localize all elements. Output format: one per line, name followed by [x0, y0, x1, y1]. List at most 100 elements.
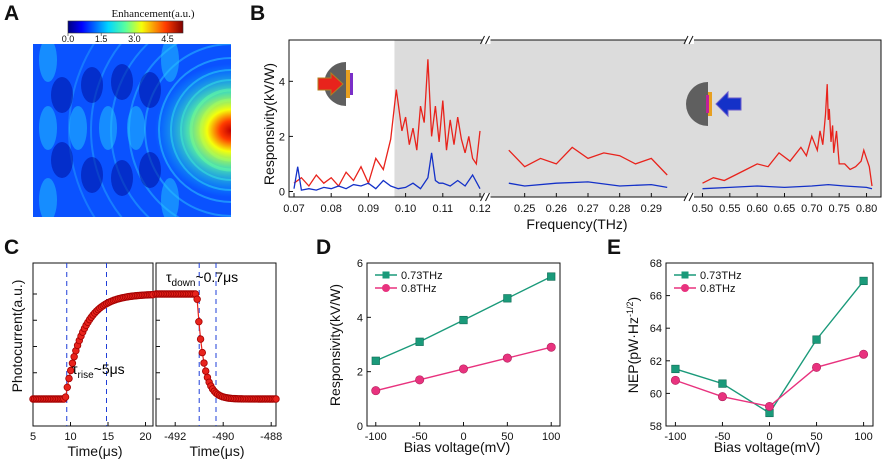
b-xtick-label-0-1: 0.08 [320, 203, 341, 215]
b-xtick-label-1-4: 0.29 [641, 203, 662, 215]
b-xtick-label-2-3: 0.65 [774, 203, 795, 215]
d-legend-marker-1 [382, 284, 390, 292]
e-ytick-label-3: 64 [650, 323, 662, 335]
b-shade-rect [394, 40, 881, 197]
b-break-bottom-0-1 [485, 192, 490, 202]
b-xtick-label-2-6: 0.80 [856, 203, 877, 215]
d-point-0-0 [371, 356, 380, 365]
detector-icon-back [686, 82, 742, 126]
panel-letter-a: A [4, 2, 19, 25]
e-x-axis-label: Bias voltage(mV) [714, 439, 821, 455]
b-xtick-label-2-1: 0.55 [719, 203, 740, 215]
d-point-0-3 [503, 294, 512, 303]
b-series-blue-seg-0 [293, 152, 481, 191]
e-legend-label-1: 0.8THz [700, 283, 735, 295]
e-point-1-1 [717, 392, 727, 402]
b-series-red-seg-2 [702, 84, 873, 187]
d-point-0-2 [459, 315, 468, 325]
colorbar-tick-label-1: 1.5 [95, 34, 108, 44]
b-xtick-label-0-5: 0.12 [469, 203, 490, 215]
e-ytick-label-4: 66 [650, 291, 662, 303]
c-point-fall-24 [193, 295, 201, 303]
d-ytick-label-2: 4 [357, 312, 363, 324]
d-point-1-1 [415, 375, 425, 385]
c-xtick-label-rise-0: 5 [30, 431, 36, 443]
e-line-1 [675, 353, 864, 408]
c-xtick-label-rise-2: 15 [102, 431, 114, 443]
b-axes: 0 2 4 0.07 0.08 0.09 0.10 0.11 0.12 0.25 0.26 0.27 0… [279, 35, 882, 215]
b-series-blue-seg-1 [508, 181, 668, 189]
detector-icon-front [317, 62, 353, 106]
b-ytick-label-0: 0 [279, 186, 285, 198]
e-line-0 [675, 280, 865, 414]
panel-d-chart: Responsivity(kV/W) Bias voltage(mV) -100… [327, 258, 561, 455]
d-ytick-label-1: 2 [357, 367, 363, 379]
panel-e-chart: NEP(pW·Hz-1/2) Bias voltage(mV) -100 -50 0… [625, 258, 874, 455]
b-xtick-label-0-0: 0.07 [283, 203, 304, 215]
d-legend-label-0: 0.73THz [401, 270, 443, 282]
c-subplots: 5 10 15 20 -492 -490 -488 [29, 262, 282, 443]
e-y-axis-label: NEP(pW·Hz-1/2) [625, 297, 641, 393]
b-break-mask-top-1 [686, 36, 694, 44]
c-fall-annotation: τdown~0.7μs [166, 269, 238, 289]
colorbar-title: Enhancement(a.u.) [111, 8, 194, 20]
b-ytick-label-2: 4 [279, 76, 285, 88]
d-ytick-label-3: 6 [357, 258, 363, 270]
b-xtick-label-0-4: 0.11 [433, 203, 454, 215]
d-point-1-3 [502, 353, 512, 363]
panel-letter-e: E [607, 236, 621, 259]
b-xtick-label-1-0: 0.25 [514, 203, 535, 215]
b-break-top-0-1 [485, 35, 490, 45]
c-point-fall-25 [195, 317, 203, 326]
c-xtick-label-rise-1: 10 [64, 431, 76, 443]
d-x-axis-label: Bias voltage(mV) [404, 439, 511, 455]
e-point-0-4 [859, 276, 868, 286]
b-break-mask-bottom-0 [482, 193, 491, 201]
b-break-bottom-0-0 [480, 192, 485, 202]
b-series-blue-seg-2 [702, 183, 873, 190]
e-point-1-3 [812, 362, 822, 372]
heatmap-hotspot [33, 44, 231, 217]
e-xtick-label-2: 0 [766, 431, 772, 443]
d-ytick-label-0: 0 [357, 421, 363, 433]
e-xtick-label-4: 100 [854, 431, 872, 443]
b-axes-frame [288, 39, 882, 198]
e-xtick-label-1: -50 [715, 431, 731, 443]
b-shaded-region [394, 40, 881, 197]
b-break-top-0-0 [480, 35, 485, 45]
b-y-axis-label: Responsivity(kV/W) [261, 63, 277, 185]
c-y-axis-label: Photocurrent(a.u.) [9, 280, 25, 393]
c-point-fall-27 [198, 348, 206, 357]
d-xtick-label-2: 0 [460, 431, 466, 443]
e-point-0-0 [671, 364, 680, 374]
colorbar-tick-label-2: 3.0 [128, 34, 141, 44]
panel-a-heatmap: Enhancement(a.u.) 0.0 1.5 3.0 4.5 [33, 8, 231, 217]
c-point-rise-19 [61, 393, 70, 401]
e-frame [665, 262, 874, 427]
b-break-top-1-0 [683, 35, 689, 45]
c-fall-x-axis-label: Time(μs) [190, 443, 245, 459]
b-xtick-label-2-2: 0.60 [746, 203, 767, 215]
e-point-0-1 [718, 379, 727, 388]
d-xtick-label-1: -50 [412, 431, 428, 443]
e-point-1-4 [859, 349, 869, 359]
c-point-fall-29 [202, 367, 210, 375]
d-point-1-0 [371, 386, 381, 396]
colorbar [67, 20, 184, 34]
e-xtick-label-3: 50 [810, 431, 822, 443]
panel-b-chart: Responsivity(kV/W) Frequency(THz) 0 2 4 0.0… [261, 35, 882, 232]
d-xtick-label-0: -100 [365, 431, 387, 443]
panel-c-chart: Photocurrent(a.u.) Time(μs) Time(μs) 5 10… [9, 262, 282, 459]
b-break-mask-top-0 [482, 36, 491, 44]
c-point-fall-70 [272, 395, 280, 403]
c-xtick-label-fall-1: -490 [212, 431, 234, 443]
e-legend-marker-0 [681, 271, 689, 279]
e-ytick-label-2: 62 [650, 356, 662, 368]
d-legend-marker-0 [382, 271, 390, 279]
e-legend-label-0: 0.73THz [700, 270, 742, 282]
d-y-axis-label: Responsivity(kV/W) [327, 284, 343, 406]
e-point-1-0 [670, 375, 680, 385]
e-point-0-3 [812, 335, 821, 344]
c-rise-annotation: τrise~5μs [72, 361, 125, 381]
